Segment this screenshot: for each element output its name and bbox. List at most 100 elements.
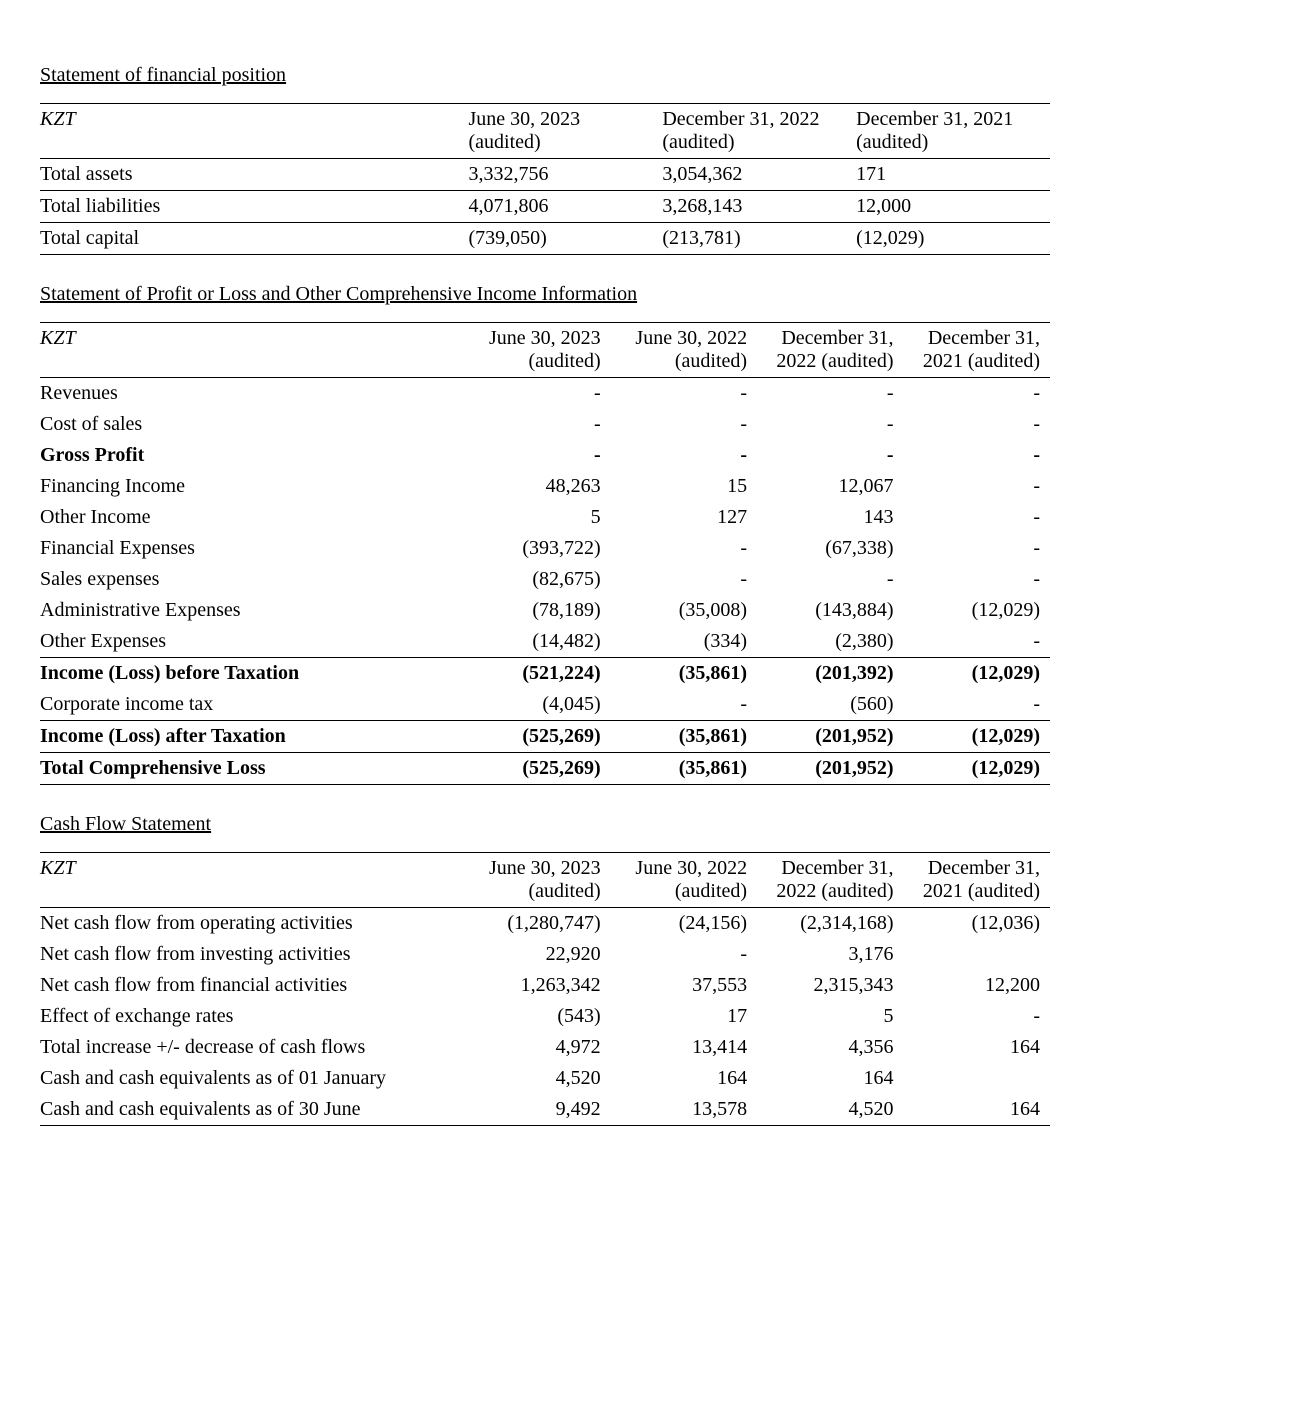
cell-value: (24,156) xyxy=(611,908,757,940)
currency-label: KZT xyxy=(40,853,464,908)
cell-value: - xyxy=(904,564,1050,595)
table-row: Effect of exchange rates(543)175- xyxy=(40,1001,1050,1032)
cell-value xyxy=(904,939,1050,970)
cell-value: - xyxy=(904,471,1050,502)
row-label: Gross Profit xyxy=(40,440,464,471)
cell-value: 143 xyxy=(757,502,903,533)
cell-value: - xyxy=(757,378,903,410)
cell-value: - xyxy=(611,533,757,564)
cell-value: (35,861) xyxy=(611,658,757,690)
table-header-row: KZT June 30, 2023 (audited) June 30, 202… xyxy=(40,853,1050,908)
cell-value: 5 xyxy=(464,502,610,533)
row-label: Income (Loss) before Taxation xyxy=(40,658,464,690)
cell-value: (12,029) xyxy=(904,658,1050,690)
table-row: Other Income5127143- xyxy=(40,502,1050,533)
cell-value: 12,200 xyxy=(904,970,1050,1001)
cell-value: (393,722) xyxy=(464,533,610,564)
row-label: Total liabilities xyxy=(40,191,468,223)
table-row: Income (Loss) after Taxation(525,269)(35… xyxy=(40,721,1050,753)
cell-value: 12,067 xyxy=(757,471,903,502)
cell-value: 3,332,756 xyxy=(468,159,662,191)
table-row: Gross Profit---- xyxy=(40,440,1050,471)
cell-value: (213,781) xyxy=(662,223,856,255)
cell-value: 3,268,143 xyxy=(662,191,856,223)
cell-value: (35,861) xyxy=(611,753,757,785)
row-label: Effect of exchange rates xyxy=(40,1001,464,1032)
table-header-row: KZT June 30, 2023 (audited) December 31,… xyxy=(40,104,1050,159)
section-title-financial-position: Statement of financial position xyxy=(40,64,1272,87)
cell-value xyxy=(904,1063,1050,1094)
row-label: Total capital xyxy=(40,223,468,255)
cell-value: (12,036) xyxy=(904,908,1050,940)
cell-value: - xyxy=(904,440,1050,471)
cell-value: 12,000 xyxy=(856,191,1050,223)
cell-value: - xyxy=(757,440,903,471)
section-title-profit-loss: Statement of Profit or Loss and Other Co… xyxy=(40,283,1272,306)
cell-value: - xyxy=(757,409,903,440)
cell-value: 15 xyxy=(611,471,757,502)
cell-value: (1,280,747) xyxy=(464,908,610,940)
table-row: Net cash flow from investing activities2… xyxy=(40,939,1050,970)
cell-value: - xyxy=(611,939,757,970)
table-row: Cash and cash equivalents as of 30 June9… xyxy=(40,1094,1050,1126)
cell-value: (201,392) xyxy=(757,658,903,690)
cell-value: 5 xyxy=(757,1001,903,1032)
cell-value: - xyxy=(904,689,1050,721)
period-header: June 30, 2023 (audited) xyxy=(468,104,662,159)
cell-value: 127 xyxy=(611,502,757,533)
cell-value: 13,578 xyxy=(611,1094,757,1126)
cell-value: (82,675) xyxy=(464,564,610,595)
period-header: December 31, 2022 (audited) xyxy=(757,853,903,908)
table-header-row: KZT June 30, 2023 (audited) June 30, 202… xyxy=(40,323,1050,378)
cell-value: (543) xyxy=(464,1001,610,1032)
cell-value: (525,269) xyxy=(464,721,610,753)
cell-value: - xyxy=(611,440,757,471)
cell-value: (12,029) xyxy=(904,753,1050,785)
table-row: Other Expenses(14,482)(334)(2,380)- xyxy=(40,626,1050,658)
cell-value: 4,071,806 xyxy=(468,191,662,223)
row-label: Financing Income xyxy=(40,471,464,502)
row-label: Financial Expenses xyxy=(40,533,464,564)
cell-value: (2,314,168) xyxy=(757,908,903,940)
cell-value: - xyxy=(904,409,1050,440)
row-label: Administrative Expenses xyxy=(40,595,464,626)
cell-value: (334) xyxy=(611,626,757,658)
cell-value: - xyxy=(904,626,1050,658)
cell-value: 17 xyxy=(611,1001,757,1032)
period-header: June 30, 2023 (audited) xyxy=(464,853,610,908)
table-row: Financial Expenses(393,722)-(67,338)- xyxy=(40,533,1050,564)
period-header: December 31, 2022 (audited) xyxy=(662,104,856,159)
table-row: Total Comprehensive Loss(525,269)(35,861… xyxy=(40,753,1050,785)
cell-value: 3,176 xyxy=(757,939,903,970)
cell-value: 164 xyxy=(904,1032,1050,1063)
period-header: December 31, 2021 (audited) xyxy=(904,853,1050,908)
section-title-cash-flow: Cash Flow Statement xyxy=(40,813,1272,836)
cell-value: (521,224) xyxy=(464,658,610,690)
period-header: June 30, 2023 (audited) xyxy=(464,323,610,378)
period-header: December 31, 2021 (audited) xyxy=(904,323,1050,378)
cell-value: 9,492 xyxy=(464,1094,610,1126)
cell-value: - xyxy=(757,564,903,595)
cell-value: 48,263 xyxy=(464,471,610,502)
cell-value: 37,553 xyxy=(611,970,757,1001)
cell-value: (143,884) xyxy=(757,595,903,626)
table-row: Income (Loss) before Taxation(521,224)(3… xyxy=(40,658,1050,690)
row-label: Cash and cash equivalents as of 30 June xyxy=(40,1094,464,1126)
cell-value: 4,520 xyxy=(757,1094,903,1126)
cell-value: 22,920 xyxy=(464,939,610,970)
cell-value: 171 xyxy=(856,159,1050,191)
cell-value: - xyxy=(904,1001,1050,1032)
row-label: Net cash flow from financial activities xyxy=(40,970,464,1001)
cell-value: (67,338) xyxy=(757,533,903,564)
cell-value: (12,029) xyxy=(904,721,1050,753)
row-label: Sales expenses xyxy=(40,564,464,595)
table-row: Total liabilities4,071,8063,268,14312,00… xyxy=(40,191,1050,223)
period-header: June 30, 2022 (audited) xyxy=(611,323,757,378)
cell-value: - xyxy=(904,378,1050,410)
row-label: Cash and cash equivalents as of 01 Janua… xyxy=(40,1063,464,1094)
table-profit-loss: KZT June 30, 2023 (audited) June 30, 202… xyxy=(40,322,1050,785)
cell-value: (14,482) xyxy=(464,626,610,658)
cell-value: 1,263,342 xyxy=(464,970,610,1001)
table-row: Administrative Expenses(78,189)(35,008)(… xyxy=(40,595,1050,626)
cell-value: - xyxy=(464,409,610,440)
